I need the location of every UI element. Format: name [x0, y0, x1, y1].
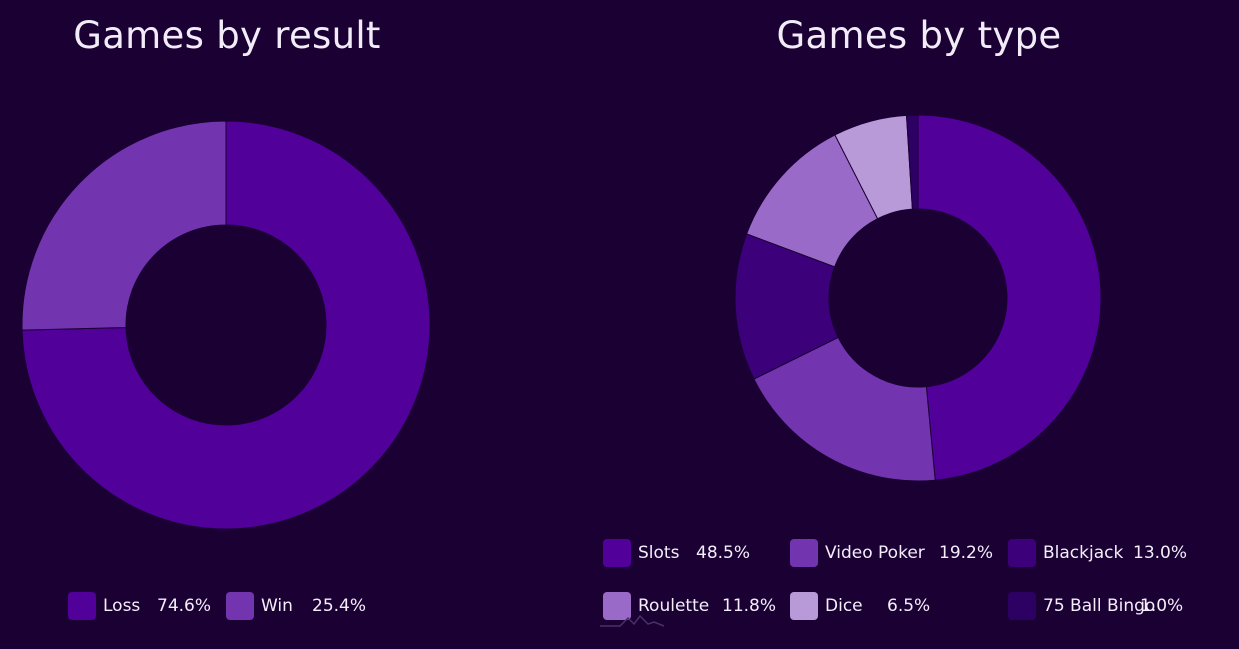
- legend-item-win[interactable]: Win 25.4%: [226, 590, 366, 622]
- legend-label: Dice: [825, 596, 863, 616]
- legend-label: Win: [261, 596, 293, 616]
- legend-item-roulette[interactable]: Roulette 11.8%: [603, 590, 776, 622]
- legend-swatch: [790, 592, 818, 620]
- chart-logo-icon: [600, 614, 665, 627]
- legend-item-blackjack[interactable]: Blackjack 13.0%: [1008, 537, 1187, 569]
- slice-loss[interactable]: [21, 120, 431, 530]
- legend-item-slots[interactable]: Slots 48.5%: [603, 537, 750, 569]
- chart-title: Games by result: [73, 14, 381, 57]
- chart-title: Games by type: [776, 14, 1062, 57]
- legend-swatch: [226, 592, 254, 620]
- legend-value: 19.2%: [939, 543, 994, 563]
- legend-value: 13.0%: [1133, 543, 1188, 563]
- legend-label: Video Poker: [825, 543, 925, 563]
- legend-value: 74.6%: [157, 596, 212, 616]
- legend-swatch: [603, 539, 631, 567]
- donut-chart-type: [734, 114, 1102, 482]
- donut-chart-result: [21, 120, 431, 530]
- slice-slots[interactable]: [917, 114, 1102, 481]
- legend-swatch: [790, 539, 818, 567]
- legend-swatch: [68, 592, 96, 620]
- slice-75-ball-bingo[interactable]: [905, 114, 919, 210]
- legend-item-video-poker[interactable]: Video Poker 19.2%: [790, 537, 993, 569]
- legend-label: Loss: [103, 596, 141, 616]
- legend-item-75-ball-bingo[interactable]: 75 Ball Bingo 1.0%: [1008, 590, 1183, 622]
- slice-win[interactable]: [21, 120, 227, 331]
- chart-games-by-type: Games by type Slots 48.5% Video Poker 19.2%…: [590, 0, 1239, 649]
- legend-value: 25.4%: [312, 596, 367, 616]
- legend-label: Roulette: [638, 596, 710, 616]
- legend-label: 75 Ball Bingo: [1043, 596, 1156, 616]
- legend-value: 11.8%: [722, 596, 777, 616]
- legend-label: Blackjack: [1043, 543, 1124, 563]
- legend-item-dice[interactable]: Dice 6.5%: [790, 590, 930, 622]
- legend-label: Slots: [638, 543, 680, 563]
- legend-value: 1.0%: [1140, 596, 1184, 616]
- legend-swatch: [1008, 539, 1036, 567]
- legend-value: 48.5%: [696, 543, 751, 563]
- legend-value: 6.5%: [887, 596, 931, 616]
- chart-games-by-result: Games by result Loss 74.6% Win 25.4%: [0, 0, 560, 649]
- slice-video-poker[interactable]: [753, 336, 936, 482]
- legend-swatch: [1008, 592, 1036, 620]
- legend-swatch: [603, 592, 631, 620]
- legend-item-loss[interactable]: Loss 74.6%: [68, 590, 211, 622]
